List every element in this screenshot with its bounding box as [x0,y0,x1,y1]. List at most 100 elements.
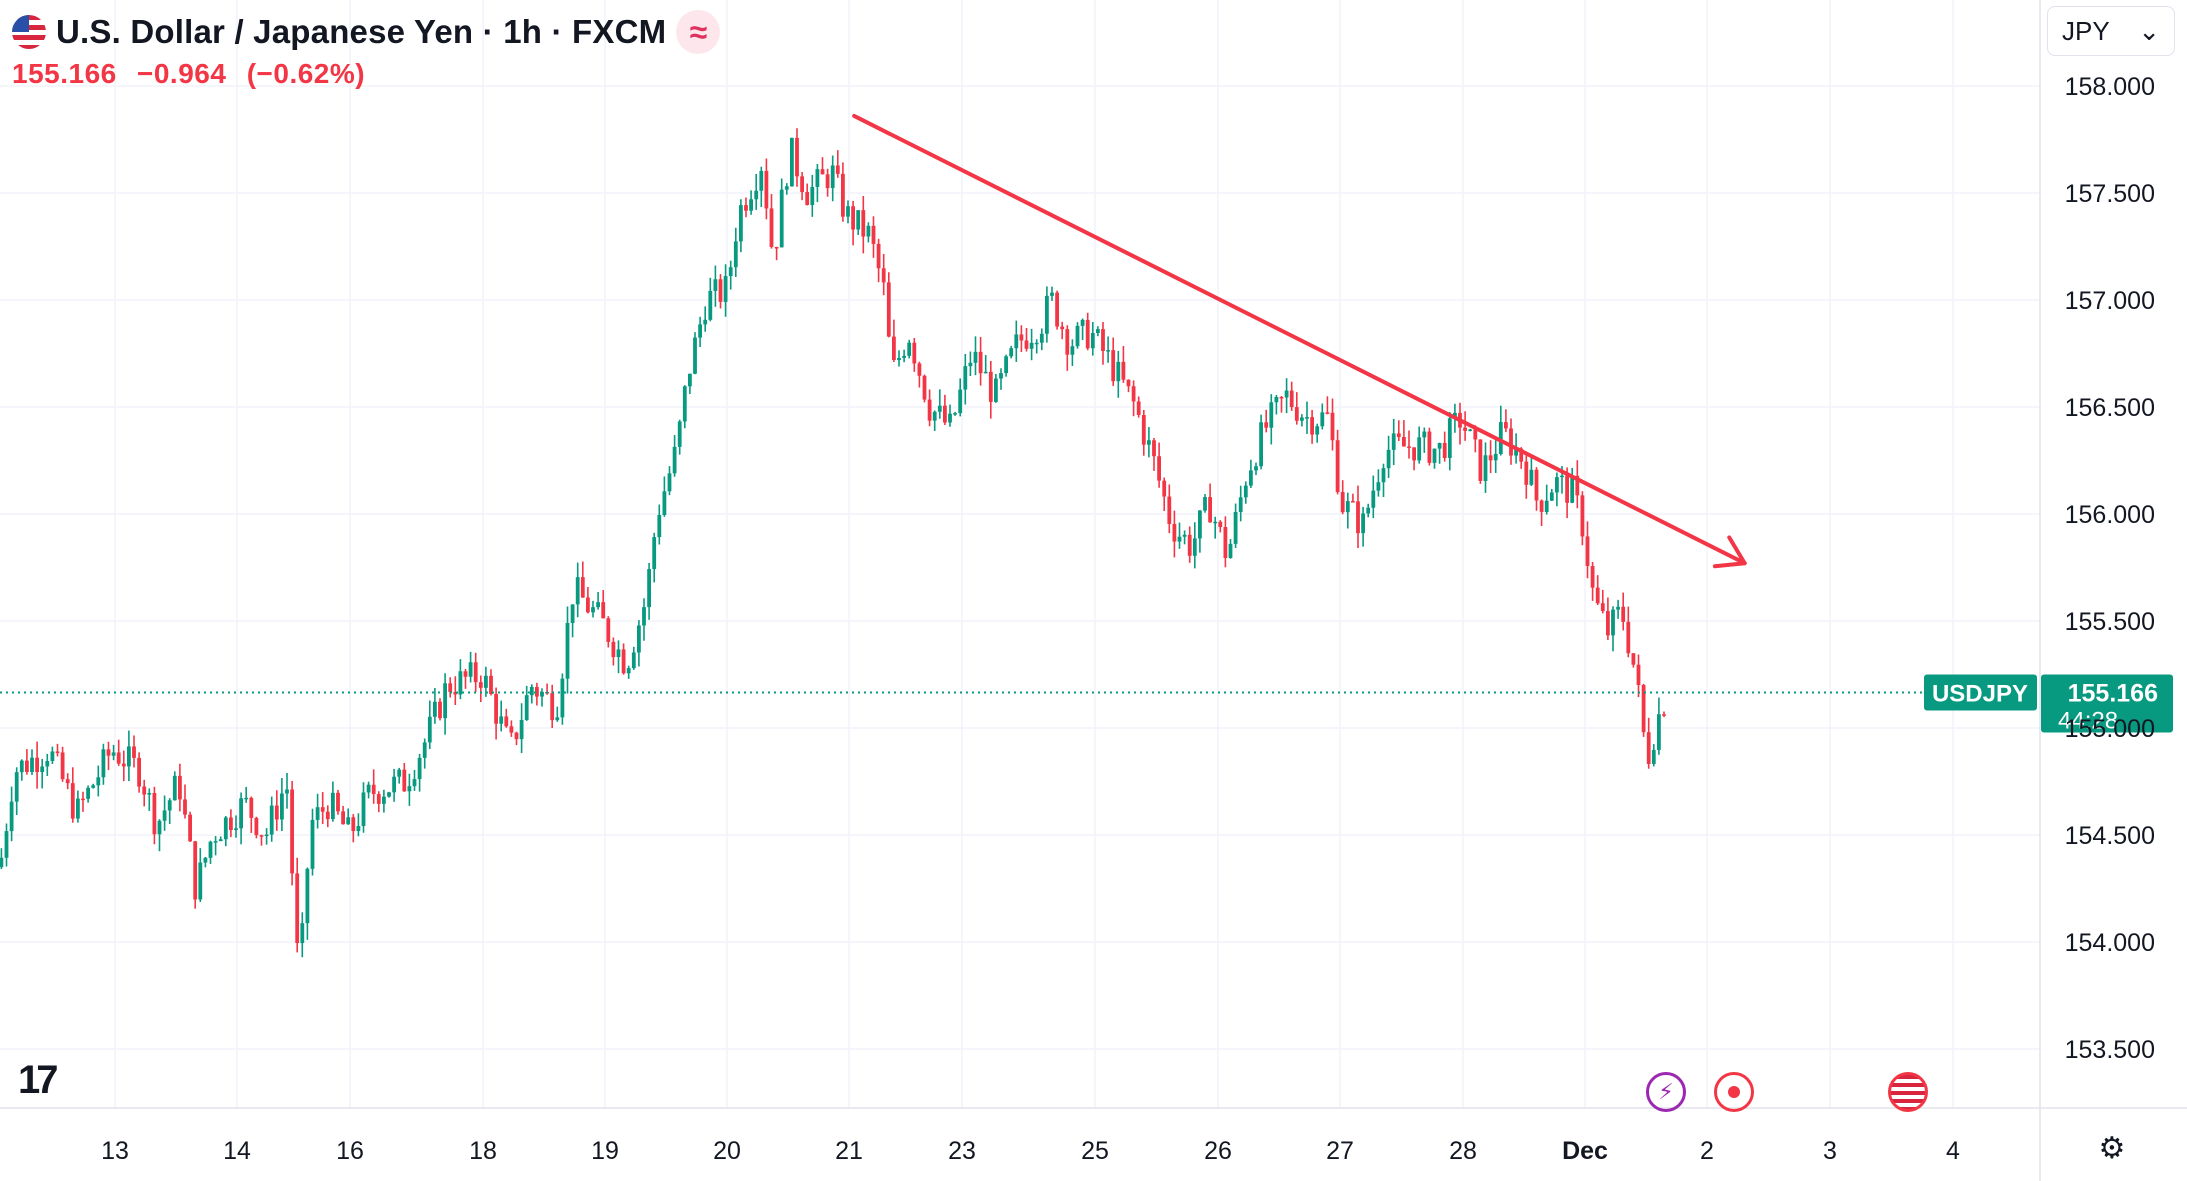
candle [285,772,289,809]
candle [555,706,560,722]
candle [19,759,24,781]
candle [846,200,850,224]
candle [468,651,473,683]
candle [1259,414,1263,470]
x-tick-label: 28 [1449,1137,1477,1165]
candle [1595,575,1600,606]
x-tick-label: 4 [1946,1137,1960,1165]
candle [132,735,136,768]
candle [1254,462,1258,476]
candle [1019,325,1024,353]
candle [264,828,269,845]
trendline[interactable] [852,113,1747,566]
candle [626,665,631,679]
candle [983,355,988,374]
x-tick-label: 2 [1700,1137,1714,1165]
candle [1641,683,1646,737]
candle [897,350,901,367]
candle [1238,485,1243,522]
candle [922,374,927,403]
candle [24,749,29,775]
record-event-icon[interactable] [1714,1072,1754,1112]
y-tick-label: 154.000 [2065,929,2155,957]
candle [371,769,376,804]
candle [172,771,177,801]
candle [999,368,1003,390]
approx-icon[interactable]: ≈ [676,10,721,54]
candle [1294,392,1299,425]
candle [427,700,432,749]
candle [193,840,198,909]
candle [422,738,427,769]
candle [1029,328,1034,361]
candle [988,360,993,419]
settings-icon[interactable]: ⚙ [2098,1131,2126,1165]
candle [101,743,106,785]
candle [1335,429,1340,495]
candle [1534,467,1539,511]
candle [1498,405,1503,456]
candle [1192,522,1197,569]
candle [142,779,147,807]
candle [366,781,371,799]
x-tick-label: 20 [713,1137,741,1165]
candle [958,378,963,417]
candle [111,744,116,761]
symbol-title[interactable]: U.S. Dollar / Japanese Yen · 1h · FXCM [56,13,667,50]
candle [1442,431,1447,462]
candle [1605,597,1610,641]
tradingview-logo[interactable]: 17 [18,1058,58,1102]
candle [1075,322,1080,349]
candle [300,912,305,958]
candle [1141,409,1146,456]
y-tick-label: 157.000 [2065,287,2155,315]
candle [1366,503,1371,518]
candle [55,743,60,757]
candle [254,816,259,839]
candle [529,684,534,704]
candle [1320,403,1325,430]
candle [1509,418,1513,465]
candle [325,805,330,828]
candle [4,823,9,867]
candle [489,669,493,696]
candle [137,752,141,793]
candle [825,168,830,197]
symbol-tag-label: USDJPY [1932,680,2028,707]
candle [1269,394,1274,445]
candle [968,351,973,377]
candle [948,404,952,427]
us-flag-event-icon[interactable] [1888,1072,1928,1112]
candle [45,753,50,776]
currency-select[interactable]: JPY ⌄ [2047,6,2175,56]
candle [769,194,774,249]
candle [213,836,218,856]
candle [14,767,19,816]
candle [1585,521,1590,579]
candle [81,791,85,812]
candle [1330,398,1335,451]
candle [494,687,498,740]
candle [0,848,4,870]
candle [361,782,366,833]
candle [223,815,228,847]
candle [912,337,917,372]
candle [738,199,743,253]
candle [1407,430,1411,459]
candle [703,306,708,332]
candle [1111,337,1116,386]
candle [1070,339,1075,366]
candle [356,813,361,837]
lightning-event-icon[interactable]: ⚡ [1646,1072,1686,1112]
candle [203,856,208,868]
candle [1396,420,1401,441]
candle [157,819,162,852]
candle [749,190,753,215]
candle [601,590,606,619]
candle [810,174,815,217]
candle [259,834,264,846]
price-change: −0.964 [137,58,227,89]
candle [1600,589,1605,614]
candle [218,836,223,842]
